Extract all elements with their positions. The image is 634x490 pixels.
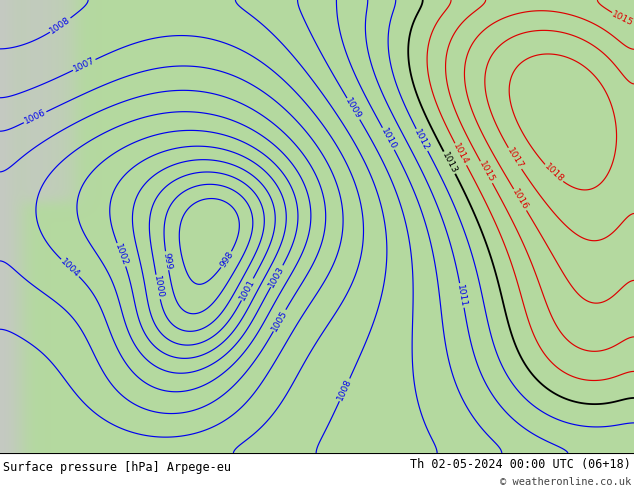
Text: 1014: 1014 <box>451 142 470 167</box>
Text: 1012: 1012 <box>413 128 431 152</box>
Text: 1007: 1007 <box>72 56 96 74</box>
Text: 999: 999 <box>161 251 173 270</box>
Text: 1018: 1018 <box>542 162 565 185</box>
Text: 1017: 1017 <box>505 147 525 171</box>
Text: 1015: 1015 <box>611 10 634 28</box>
Text: © weatheronline.co.uk: © weatheronline.co.uk <box>500 477 631 487</box>
Text: 1010: 1010 <box>379 126 398 151</box>
Text: 1001: 1001 <box>238 277 257 302</box>
Text: 1008: 1008 <box>336 377 353 402</box>
Text: 998: 998 <box>218 250 235 269</box>
Text: 1004: 1004 <box>59 257 81 279</box>
Text: 1000: 1000 <box>152 275 164 299</box>
Text: 1015: 1015 <box>477 160 496 184</box>
Text: Surface pressure [hPa] Arpege-eu: Surface pressure [hPa] Arpege-eu <box>3 462 231 474</box>
Text: 1008: 1008 <box>48 15 72 36</box>
Text: 1003: 1003 <box>268 264 287 289</box>
Text: 1006: 1006 <box>23 108 48 126</box>
Text: 1002: 1002 <box>113 243 129 267</box>
Text: 1011: 1011 <box>455 283 469 308</box>
Text: 1009: 1009 <box>344 97 363 121</box>
Text: Th 02-05-2024 00:00 UTC (06+18): Th 02-05-2024 00:00 UTC (06+18) <box>410 458 631 471</box>
Text: 1016: 1016 <box>510 188 530 212</box>
Text: 1013: 1013 <box>440 150 459 175</box>
Text: 1005: 1005 <box>270 308 289 333</box>
